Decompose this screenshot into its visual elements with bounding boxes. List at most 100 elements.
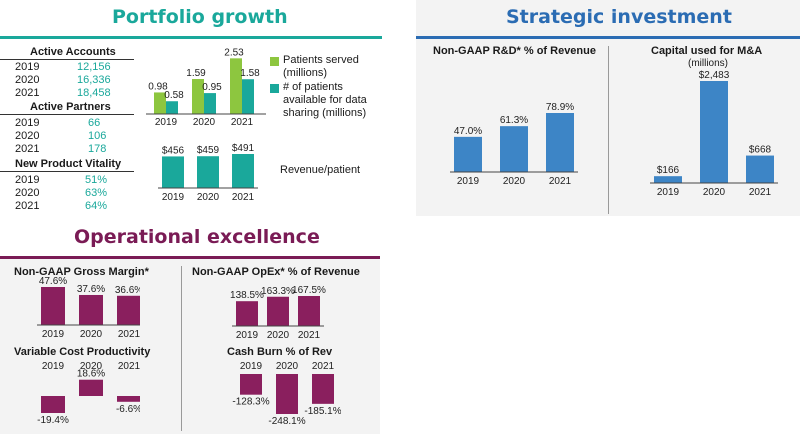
bar	[162, 156, 184, 188]
tick-label: 2021	[118, 329, 140, 340]
rd-chart-title: Non-GAAP R&D* % of Revenue	[433, 45, 596, 57]
value-label: 66	[88, 117, 101, 129]
new-product-vitality-rule	[0, 171, 134, 172]
year-label: 2021	[15, 87, 40, 99]
bar	[232, 154, 254, 188]
data-label: 47.6%	[39, 276, 67, 287]
active-accounts-label: Active Accounts	[30, 46, 116, 58]
operational-title: Operational excellence	[74, 226, 320, 248]
year-label: 2021	[15, 143, 40, 155]
tick-label: 2019	[657, 187, 680, 198]
data-label: 47.0%	[454, 126, 482, 137]
value-label: 16,336	[77, 74, 111, 86]
bar	[192, 79, 204, 114]
data-label: $459	[197, 145, 220, 156]
tick-label: 2020	[80, 329, 103, 340]
tick-label: 2019	[457, 176, 480, 187]
year-label: 2019	[15, 61, 40, 73]
bar	[236, 301, 258, 326]
legend-label-patients-available: # of patients available for data sharing…	[283, 81, 367, 119]
bar	[166, 101, 178, 114]
revenue-per-patient-label: Revenue/patient	[280, 164, 361, 176]
data-label: -248.1%	[268, 416, 305, 427]
active-partners-label: Active Partners	[30, 101, 111, 113]
patients-chart: 0.980.58 2019 1.59 0.95 2020 2.53 1.58 2021	[146, 47, 266, 128]
bar	[500, 126, 528, 172]
bar	[267, 296, 289, 326]
bar	[79, 379, 103, 396]
value-label: 106	[88, 130, 107, 142]
operational-divider	[0, 256, 380, 259]
year-label: 2020	[15, 187, 40, 199]
legend-swatch-patients-available	[270, 84, 279, 93]
value-label: 18,458	[77, 87, 111, 99]
data-label: 2.53	[224, 47, 244, 58]
strategic-title: Strategic investment	[506, 6, 732, 28]
new-product-vitality-label: New Product Vitality	[15, 158, 122, 170]
tick-label: 2021	[749, 187, 772, 198]
value-label: 178	[88, 143, 107, 155]
tick-label: 2020	[80, 361, 103, 372]
year-label: 2019	[15, 117, 40, 129]
tick-label: 2020	[276, 361, 299, 372]
tick-label: 2019	[162, 192, 185, 203]
gross-margin-title: Non-GAAP Gross Margin*	[14, 266, 149, 278]
value-label: 51%	[85, 174, 108, 186]
tick-label: 2020	[193, 117, 216, 128]
data-label: $456	[162, 145, 185, 156]
value-label: 64%	[85, 200, 108, 212]
active-accounts-table: 2019 12,156 2020 16,336 2021 18,458	[15, 61, 135, 101]
tick-label: 2021	[118, 361, 140, 372]
active-accounts-rule	[0, 59, 134, 60]
tick-label: 2021	[549, 176, 572, 187]
tick-label: 2020	[703, 187, 726, 198]
mna-chart-subtitle: (millions)	[688, 58, 728, 69]
tick-label: 2019	[42, 329, 65, 340]
data-label: $491	[232, 143, 255, 154]
tick-label: 2020	[197, 192, 220, 203]
active-partners-rule	[0, 114, 134, 115]
bar	[117, 295, 140, 325]
rd-chart: 47.0% 2019 61.3% 2020 78.9% 2021	[450, 102, 578, 187]
tick-label: 2021	[231, 117, 254, 128]
bar	[546, 113, 574, 172]
value-label: 63%	[85, 187, 108, 199]
gross-margin-chart: 47.6% 2019 37.6% 2020 36.6% 2021	[37, 276, 140, 340]
portfolio-title: Portfolio growth	[112, 6, 288, 28]
data-label: $2,483	[699, 70, 730, 81]
operational-separator	[181, 266, 182, 431]
cash-burn-chart: -128.3% 2019 -248.1% 2020 -185.1% 2021	[232, 361, 341, 427]
vcp-chart: -19.4% 2019 18.6%2020 -6.6% 2021	[37, 361, 140, 426]
data-label: -185.1%	[304, 406, 341, 417]
mna-chart: $166 2019 $2,483 2020 $668 2021	[650, 70, 778, 198]
tick-label: 2021	[232, 192, 255, 203]
opex-chart: 138.5% 2019 163.3% 2020 167.5% 2021	[230, 285, 326, 341]
opex-title: Non-GAAP OpEx* % of Revenue	[192, 266, 360, 278]
data-label: 36.6%	[115, 285, 140, 296]
bar	[654, 176, 682, 183]
data-label: 61.3%	[500, 115, 528, 126]
data-label: $166	[657, 165, 680, 176]
year-label: 2020	[15, 74, 40, 86]
data-label: 0.58	[164, 90, 184, 101]
year-label: 2021	[15, 200, 40, 212]
bar	[276, 374, 298, 414]
bar	[197, 156, 219, 188]
data-label: 78.9%	[546, 102, 574, 113]
data-label: 1.59	[186, 68, 206, 79]
bar	[41, 396, 65, 413]
mna-chart-title: Capital used for M&A	[651, 45, 763, 57]
data-label: 167.5%	[292, 285, 326, 296]
data-label: 18.6%	[77, 369, 105, 380]
portfolio-divider	[0, 36, 382, 39]
tick-label: 2019	[236, 330, 259, 341]
vcp-title: Variable Cost Productivity	[14, 346, 151, 358]
tick-label: 2020	[503, 176, 526, 187]
bar	[79, 294, 103, 325]
bar	[204, 93, 216, 114]
tick-label: 2020	[267, 330, 290, 341]
value-label: 12,156	[77, 61, 111, 73]
bar	[242, 79, 254, 114]
data-label: 163.3%	[261, 286, 295, 297]
tick-label: 2019	[155, 117, 178, 128]
